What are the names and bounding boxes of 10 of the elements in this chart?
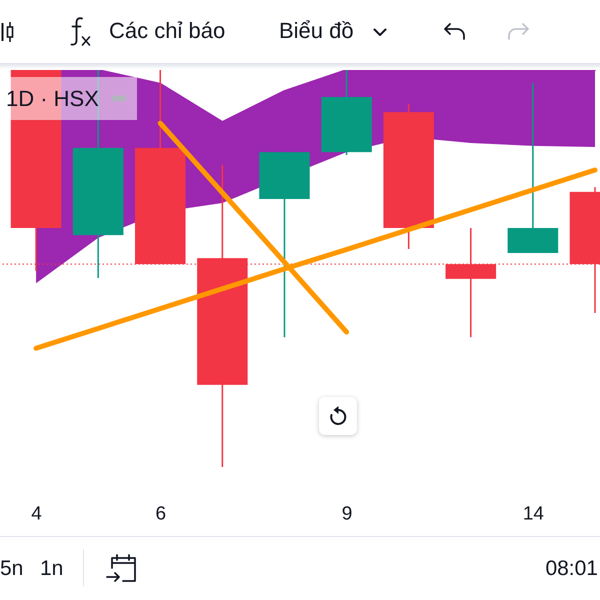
text: Biểu đồ [279,18,354,44]
text: 08:01 [545,557,598,581]
text: 1n [40,557,64,581]
x-tick-label: 9 [342,504,352,524]
text: 5n [0,557,24,581]
x-tick-label: 14 [522,504,544,524]
x-tick-label: 4 [31,504,42,524]
text: 1D · HSX [6,86,99,112]
text: Các chỉ báo [109,18,226,44]
x-tick-label: 6 [155,504,166,524]
